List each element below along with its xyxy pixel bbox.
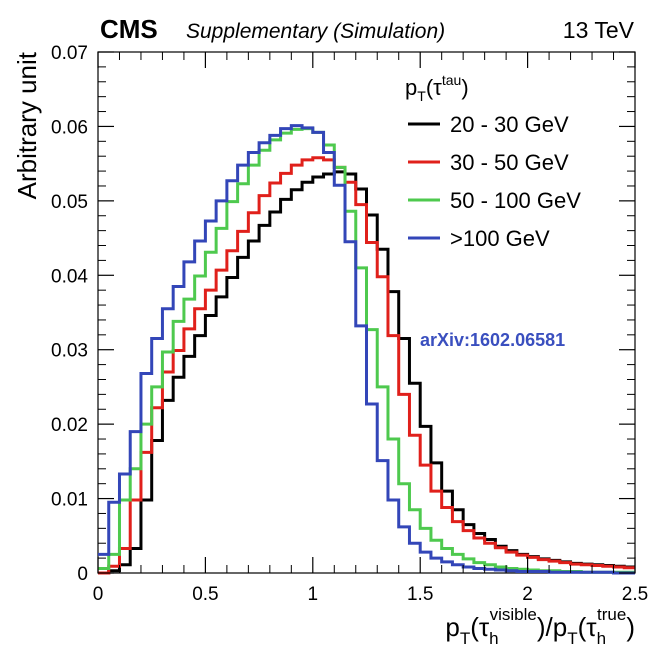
y-tick-label: 0.04 — [51, 266, 88, 287]
x-tick-label: 1 — [308, 584, 319, 605]
x-tick-label: 1.5 — [407, 584, 433, 605]
legend-label-1: 30 - 50 GeV — [450, 150, 569, 175]
series-2-step-line — [98, 127, 635, 574]
y-tick-label: 0 — [77, 564, 88, 585]
x-title-tau1-sub: h — [489, 629, 498, 648]
series-1-step-line — [98, 156, 635, 575]
legend-label-2: 50 - 100 GeV — [450, 188, 581, 213]
arxiv-annotation: arXiv:1602.06581 — [420, 330, 565, 350]
x-title-tau2-sup: true — [597, 605, 626, 624]
legend-label-0: 20 - 30 GeV — [450, 112, 569, 137]
x-title-tau2-sub: h — [597, 629, 606, 648]
y-tick-label: 0.02 — [51, 415, 88, 436]
x-tick-label: 0 — [93, 584, 104, 605]
x-title-tau2: τ — [586, 612, 597, 642]
legend: pT(τtau) 20 - 30 GeV 30 - 50 GeV 50 - 100 … — [405, 72, 581, 251]
x-tick-label: 0.5 — [192, 584, 218, 605]
x-title-close: ) — [626, 612, 635, 642]
legend-label-3: >100 GeV — [450, 226, 550, 251]
x-title-sub-t1: T — [460, 629, 470, 648]
y-tick-labels: 0 0.01 0.02 0.03 0.04 0.05 0.06 0.07 — [51, 43, 88, 585]
x-title-tau1-sup: visible — [490, 605, 537, 624]
y-tick-label: 0.06 — [51, 117, 88, 138]
x-axis-title: pT(τhvisible)/pT(τhtrue) — [445, 605, 635, 648]
x-title-sub-t2: T — [567, 629, 577, 648]
x-tick-label: 2.5 — [622, 584, 648, 605]
energy-label: 13 TeV — [563, 17, 635, 43]
y-tick-label: 0.03 — [51, 341, 88, 362]
x-title-sep: )/p — [537, 612, 567, 642]
x-title-tau1: τ — [479, 612, 490, 642]
y-tick-label: 0.01 — [51, 490, 88, 511]
x-tick-label: 2 — [522, 584, 533, 605]
y-axis-title: Arbitrary unit — [12, 51, 42, 199]
x-title-open1: ( — [470, 612, 479, 642]
y-tick-label: 0.05 — [51, 192, 88, 213]
experiment-label: CMS — [100, 14, 158, 44]
x-title-p1: p — [445, 612, 459, 642]
legend-title: pT(τtau) — [405, 72, 469, 104]
x-tick-labels: 0 0.5 1 1.5 2 2.5 — [93, 584, 649, 605]
x-title-open2: ( — [578, 612, 587, 642]
supplementary-label: Supplementary (Simulation) — [186, 20, 445, 43]
legend-entries: 20 - 30 GeV 30 - 50 GeV 50 - 100 GeV >100 G… — [408, 112, 581, 251]
tick-layer — [97, 51, 636, 574]
y-tick-label: 0.07 — [51, 43, 88, 64]
plot-frame — [97, 51, 636, 574]
